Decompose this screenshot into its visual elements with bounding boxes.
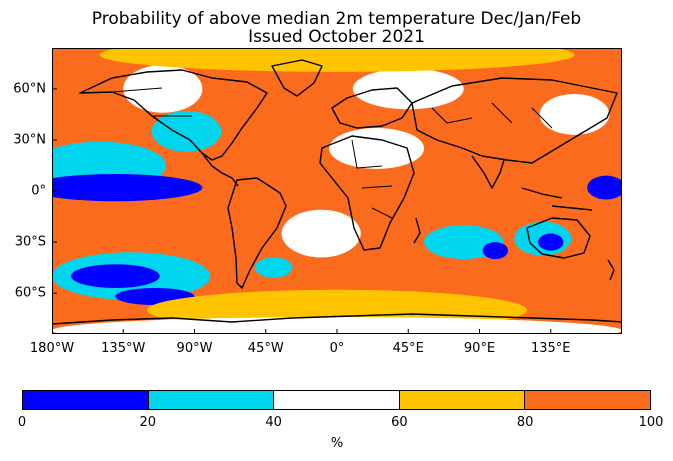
probability-region	[329, 128, 425, 169]
colorbar-tick-label: 20	[139, 415, 157, 430]
probability-region	[71, 264, 160, 289]
longitude-label: 180°W	[29, 341, 75, 356]
longitude-label: 45°E	[392, 341, 424, 356]
probability-region	[482, 242, 509, 260]
probability-region	[538, 233, 564, 251]
longitude-label: 90°W	[176, 341, 213, 356]
longitude-label: 90°E	[463, 341, 496, 356]
colorbar-segment-60-80	[399, 391, 526, 409]
longitude-label: 0°	[329, 341, 345, 356]
title-line-1: Probability of above median 2m temperatu…	[91, 9, 582, 29]
colorbar-segment-80-100	[525, 391, 650, 409]
colorbar-segment-40-60	[274, 391, 400, 409]
longitude-label: 135°E	[530, 341, 571, 356]
probability-region	[151, 110, 222, 152]
latitude-label: 0°	[31, 183, 46, 199]
probability-region	[352, 68, 464, 110]
latitude-label: 60°S	[14, 285, 46, 301]
map-tick-marks	[52, 88, 552, 334]
coastlines	[52, 59, 622, 325]
probability-map	[52, 48, 622, 334]
colorbar	[22, 390, 651, 410]
longitude-label: 45°W	[247, 341, 284, 356]
colorbar-tick-label: 60	[391, 415, 408, 430]
longitude-label: 135°W	[101, 341, 146, 356]
probability-regions	[52, 48, 622, 334]
probability-region	[281, 209, 361, 258]
probability-region	[99, 48, 575, 72]
colorbar-tick-label: 0	[17, 415, 27, 430]
probability-region	[587, 175, 622, 200]
colorbar-segment-20-40	[148, 391, 275, 409]
probability-region	[52, 173, 203, 202]
colorbar-unit: %	[330, 436, 344, 451]
colorbar-tick-label: 40	[265, 415, 282, 430]
probability-region	[254, 257, 293, 278]
colorbar-segment-0-20	[23, 391, 149, 409]
latitude-label: 60°N	[13, 81, 46, 97]
colorbar-tick-label: 100	[638, 415, 664, 430]
colorbar-tick-label: 80	[516, 415, 534, 430]
map-panel	[52, 48, 622, 334]
latitude-label: 30°S	[14, 234, 46, 250]
probability-region	[123, 65, 203, 113]
probability-region	[539, 93, 610, 135]
latitude-label: 30°N	[13, 132, 46, 148]
title-line-2: Issued October 2021	[248, 27, 425, 47]
